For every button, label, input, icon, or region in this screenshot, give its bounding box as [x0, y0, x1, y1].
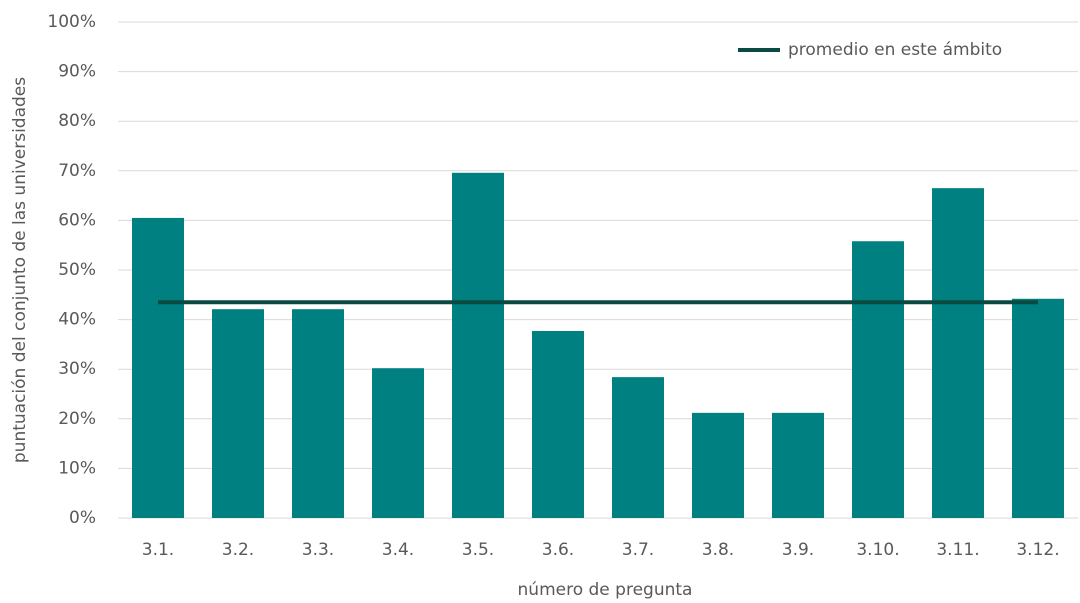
x-tick-label: 3.4. — [382, 540, 414, 560]
y-tick-label: 60% — [58, 210, 96, 230]
legend-label: promedio en este ámbito — [788, 40, 1002, 60]
y-tick-label: 0% — [69, 508, 96, 528]
y-tick-label: 90% — [58, 62, 96, 82]
bar — [212, 309, 264, 518]
bar — [932, 188, 984, 518]
x-tick-label: 3.10. — [856, 540, 899, 560]
bar — [852, 241, 904, 518]
y-tick-label: 30% — [58, 359, 96, 379]
x-tick-label: 3.11. — [936, 540, 979, 560]
y-tick-label: 100% — [47, 12, 96, 32]
bar — [532, 331, 584, 518]
x-tick-label: 3.12. — [1016, 540, 1059, 560]
y-tick-label: 70% — [58, 161, 96, 181]
x-tick-label: 3.3. — [302, 540, 334, 560]
bar — [1012, 298, 1064, 518]
y-tick-label: 80% — [58, 111, 96, 131]
y-axis-label: puntuación del conjunto de las universid… — [10, 77, 30, 463]
x-tick-label: 3.2. — [222, 540, 254, 560]
y-tick-label: 40% — [58, 310, 96, 330]
bar — [132, 217, 184, 519]
x-axis-label: número de pregunta — [518, 580, 693, 600]
bar — [772, 412, 824, 518]
bar — [452, 172, 504, 518]
bar — [372, 368, 424, 518]
x-tick-label: 3.8. — [702, 540, 734, 560]
y-tick-label: 10% — [58, 458, 96, 478]
x-tick-label: 3.9. — [782, 540, 814, 560]
bar — [692, 412, 744, 518]
bar — [292, 309, 344, 518]
x-tick-label: 3.7. — [622, 540, 654, 560]
y-tick-label: 20% — [58, 409, 96, 429]
x-tick-label: 3.1. — [142, 540, 174, 560]
x-tick-label: 3.5. — [462, 540, 494, 560]
bar — [612, 377, 664, 518]
y-tick-label: 50% — [58, 260, 96, 280]
x-tick-label: 3.6. — [542, 540, 574, 560]
